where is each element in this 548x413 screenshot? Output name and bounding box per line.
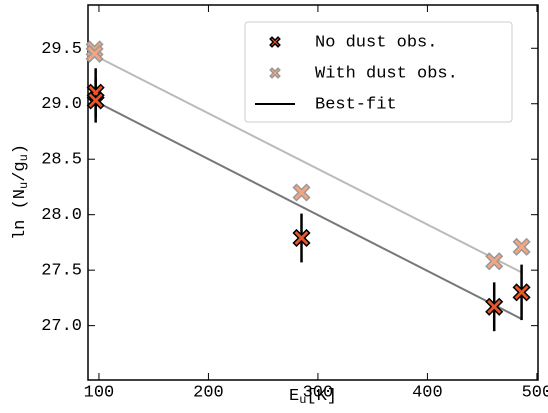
x-tick-label: 500 (522, 383, 548, 402)
x-label-part: [K] (306, 387, 337, 406)
y-axis-label: ln (Nu/gu) (11, 144, 31, 240)
legend-label: With dust obs. (315, 64, 458, 83)
legend-label: Best-fit (315, 95, 397, 114)
x-tick-label: 100 (84, 383, 115, 402)
x-label-sub: u (299, 393, 306, 407)
fit-line (95, 100, 523, 320)
legend-marker (269, 67, 281, 79)
y-label-part: ) (11, 144, 30, 154)
y-label-sub: u (17, 182, 31, 189)
marker (485, 252, 504, 271)
y-tick-label: 27.5 (41, 262, 82, 281)
x-label-part: E (289, 387, 299, 406)
x-tick-label: 400 (412, 383, 443, 402)
legend-marker (269, 36, 281, 48)
x-axis-label: Eu[K] (289, 387, 337, 407)
y-label-part: ln (N (11, 189, 30, 240)
marker (512, 283, 531, 302)
marker (512, 237, 531, 256)
legend-label: No dust obs. (315, 33, 437, 52)
y-tick-label: 27.0 (41, 317, 82, 336)
y-tick-label: 29.0 (41, 95, 82, 114)
fit-line (95, 55, 523, 274)
marker (292, 183, 311, 202)
marker (485, 297, 504, 316)
marker (292, 228, 311, 248)
plot-frame (87, 4, 539, 381)
x-tick-label: 200 (193, 383, 224, 402)
y-label-sub: u (17, 154, 31, 161)
marker (86, 91, 105, 110)
y-tick-label: 28.0 (41, 206, 82, 225)
x-tick-label: 300 (303, 383, 334, 402)
y-label-part: /g (11, 161, 30, 181)
y-tick-label: 29.5 (41, 40, 82, 59)
marker (85, 44, 104, 63)
y-tick-label: 28.5 (41, 151, 82, 170)
legend-box (244, 21, 513, 123)
